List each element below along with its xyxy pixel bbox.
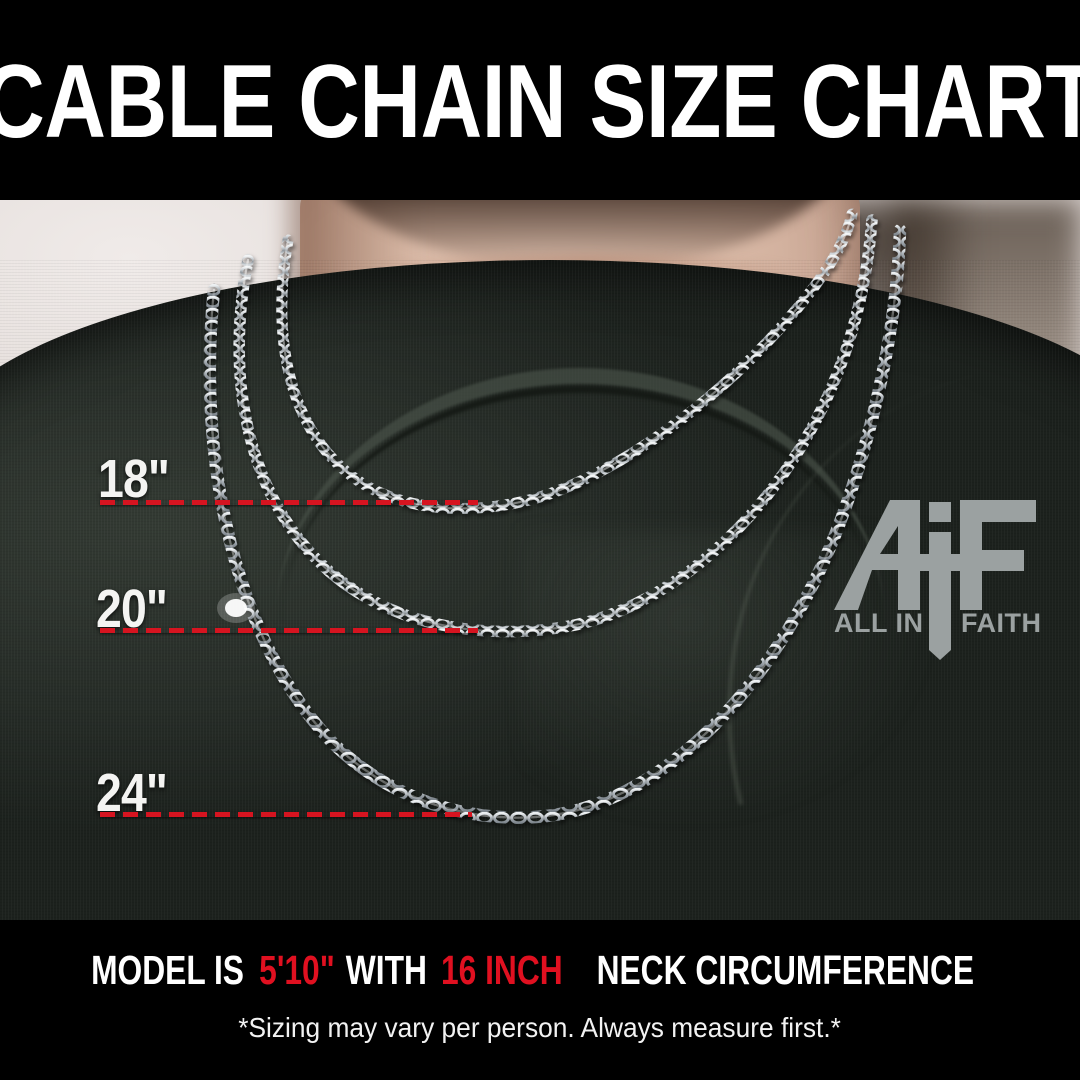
logo-tagline-left: ALL IN [834,608,924,638]
footer-model-info: MODEL IS 5'10" WITH 16 INCH NECK CIRCUMF… [0,950,1080,991]
chain-specular-highlight [225,599,247,617]
header-bar: CABLE CHAIN SIZE CHART [0,0,1080,200]
footer-disclaimer-text: *Sizing may vary per person. Always meas… [238,1012,842,1043]
size-label-24: 24" [96,763,168,823]
footer-text-3: NECK CIRCUMFERENCE [596,947,974,993]
brand-logo: ALL IN FAITH [828,492,1048,662]
chest-highlight [520,530,940,830]
page-title: CABLE CHAIN SIZE CHART [0,44,1080,160]
footer-bar: MODEL IS 5'10" WITH 16 INCH NECK CIRCUMF… [0,920,1080,1080]
footer-text-2: WITH [345,947,427,993]
aif-logo-mark: ALL IN FAITH [834,500,1042,660]
chain-18in [276,208,858,514]
measure-line-24 [100,812,472,817]
measurement-overlay: 18" 20" 24" [0,200,1080,920]
chain-20in [233,214,878,638]
size-label-18: 18" [98,449,170,509]
necklace-chains [203,208,907,824]
measure-line-18 [100,500,478,505]
footer-neck-size: 16 INCH [440,947,563,993]
shirt-collar-edge [282,386,878,623]
measure-line-20 [100,628,478,633]
footer-model-height: 5'10" [259,947,335,993]
logo-tagline-right: FAITH [961,608,1042,638]
footer-disclaimer: *Sizing may vary per person. Always meas… [0,1014,1080,1042]
size-label-20: 20" [96,579,168,639]
chain-24in [203,223,907,824]
footer-text-1: MODEL IS [90,947,244,993]
